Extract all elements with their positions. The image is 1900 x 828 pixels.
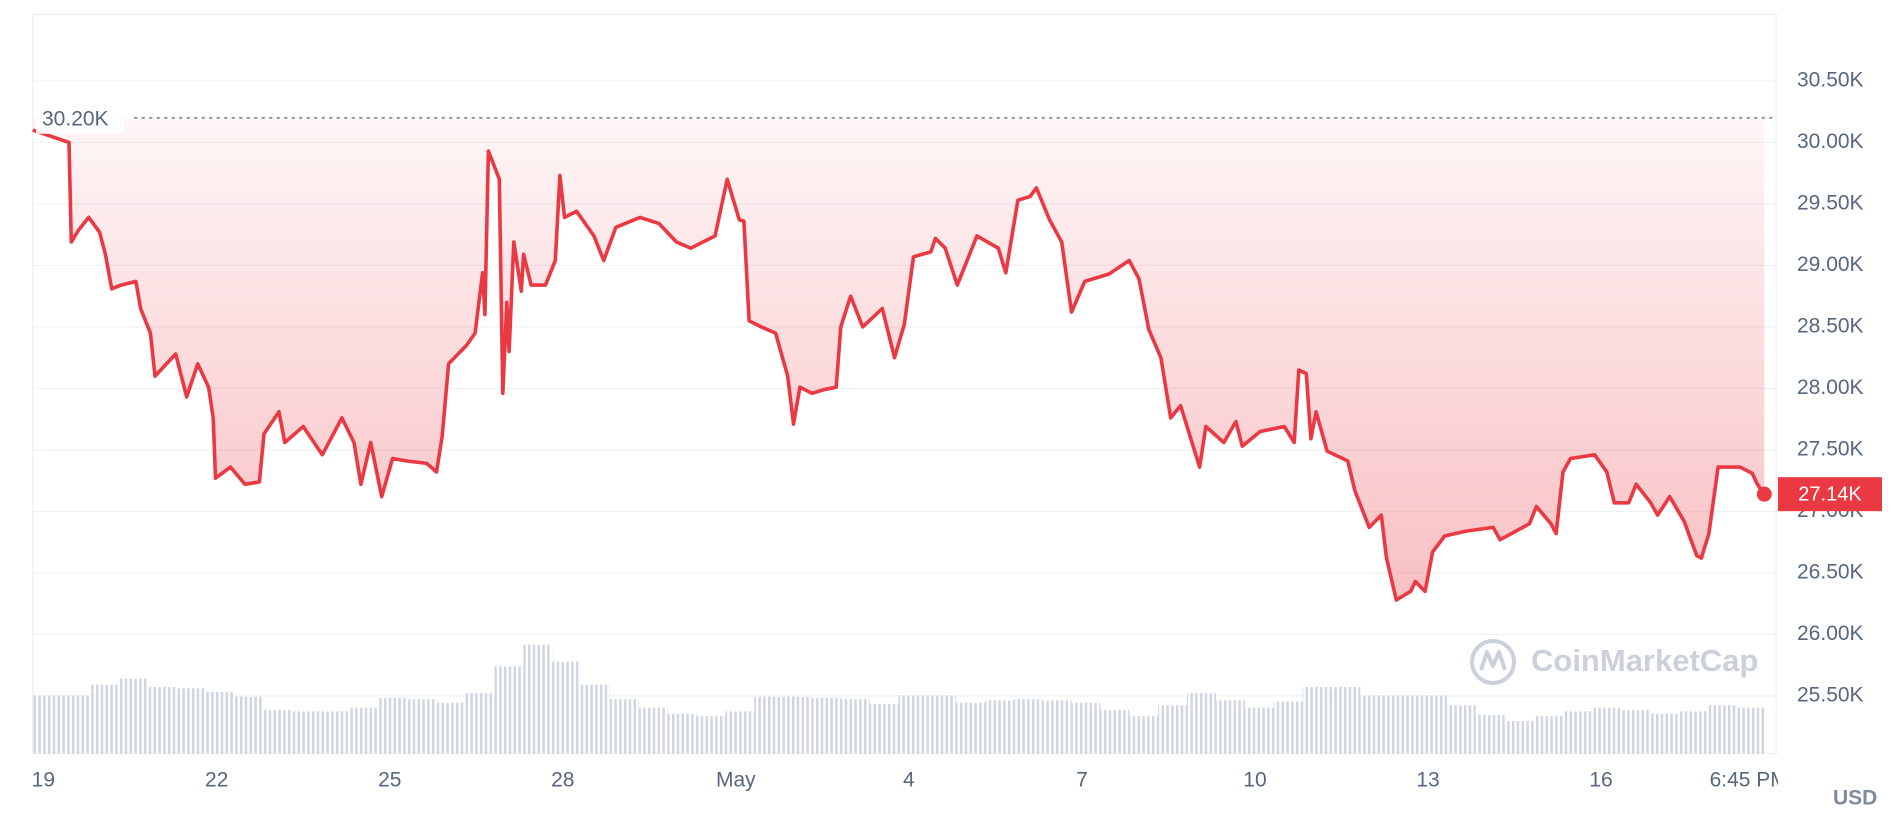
volume-bar <box>1706 705 1736 754</box>
reference-label: 30.20K <box>42 107 109 130</box>
volume-bar <box>1100 710 1130 754</box>
volume-bar <box>1013 699 1043 754</box>
watermark: CoinMarketCap <box>1470 639 1758 685</box>
volume-bar <box>292 711 322 754</box>
volume-bar <box>927 695 957 754</box>
volume-bar <box>1619 710 1649 754</box>
volume-bar <box>696 716 726 754</box>
volume-bar <box>1129 716 1159 754</box>
volume-bar <box>1244 707 1274 754</box>
volume-bar <box>205 691 235 754</box>
watermark-logo <box>1470 639 1516 685</box>
volume-bar <box>379 697 408 754</box>
volume-bar <box>494 666 524 754</box>
volume-bar <box>119 678 149 754</box>
last-point <box>1756 486 1772 502</box>
volume-bar <box>263 710 293 754</box>
x-tick-label: 28 <box>551 769 574 792</box>
y-tick-label: 28.00K <box>1797 376 1864 399</box>
watermark-logo-mark <box>1479 650 1507 671</box>
volume-bar <box>754 696 784 754</box>
volume-bar <box>1302 687 1332 754</box>
volume-bar <box>667 713 697 754</box>
volume-bar <box>350 707 380 754</box>
volume-bar <box>234 696 264 754</box>
volume-bar <box>869 704 899 754</box>
volume-bar <box>898 695 928 754</box>
volume-bar <box>1273 701 1303 754</box>
y-tick-label: 30.00K <box>1797 130 1864 153</box>
volume-bar <box>1042 700 1072 754</box>
volume-bar <box>148 687 177 754</box>
y-unit: USD <box>1833 787 1877 810</box>
volume-bar <box>321 711 351 754</box>
volume-bar <box>783 696 812 754</box>
y-tick-label: 27.50K <box>1797 437 1864 460</box>
y-tick-label: 29.00K <box>1797 253 1864 276</box>
x-tick-label: 4 <box>903 769 915 792</box>
last-price-label: 27.14K <box>1798 483 1862 505</box>
price-line <box>32 128 1766 602</box>
volume-bar <box>609 699 639 754</box>
volume-bar <box>1475 714 1505 754</box>
y-tick-label: 30.50K <box>1797 68 1864 91</box>
watermark-text: CoinMarketCap <box>1531 643 1758 678</box>
volume-bar <box>61 695 91 754</box>
reference-label-bg <box>36 101 124 134</box>
volume-bar <box>523 644 553 754</box>
last-price-tag <box>1778 477 1882 512</box>
x-tick-label: 6:45 PM <box>1710 769 1788 792</box>
volume-bar <box>581 684 610 754</box>
volume-bar <box>1417 695 1447 754</box>
volume-bar <box>811 697 841 754</box>
price-area <box>32 117 1765 601</box>
volume-bar <box>1071 702 1101 754</box>
volume-bar <box>1187 693 1216 754</box>
volume-bar <box>1446 705 1476 754</box>
volume-bar <box>1562 711 1592 754</box>
volume-bar <box>1735 707 1765 754</box>
x-tick-label: 19 <box>32 769 55 792</box>
volume-bar <box>1677 711 1707 754</box>
x-tick-label: 16 <box>1589 769 1612 792</box>
volume-bar <box>956 702 986 754</box>
volume-bar <box>407 699 437 754</box>
x-tick-label: May <box>716 769 756 792</box>
volume-bar <box>725 711 755 754</box>
x-tick-label: 10 <box>1243 769 1266 792</box>
volume-bar <box>1648 713 1678 754</box>
volume-bar <box>985 700 1014 754</box>
volume-bar <box>1215 700 1245 754</box>
volume-bar <box>1158 705 1188 754</box>
volume-bar <box>90 684 120 754</box>
x-tick-label: 22 <box>205 769 228 792</box>
x-tick-label: 7 <box>1076 769 1088 792</box>
x-axis: 19 22 25 28 May 4 7 10 13 16 6:45 PM <box>32 769 1788 792</box>
volume-bar <box>1504 720 1534 754</box>
volume-bar <box>1360 695 1390 754</box>
volume-bar <box>32 695 62 754</box>
y-tick-label: 26.00K <box>1797 622 1864 645</box>
volume-bar <box>638 707 668 754</box>
x-tick-label: 13 <box>1416 769 1439 792</box>
volume-bar <box>436 702 466 754</box>
volume-bar <box>840 699 870 754</box>
volume-bar <box>552 661 582 754</box>
y-tick-label: 28.50K <box>1797 314 1864 337</box>
volume-bar <box>1533 716 1563 754</box>
x-tick-label: 25 <box>378 769 401 792</box>
volume-bar <box>1591 707 1620 754</box>
y-tick-label: 26.50K <box>1797 560 1864 583</box>
volume-bar <box>465 693 495 754</box>
volume-bar <box>176 688 206 754</box>
y-tick-label: 25.50K <box>1797 683 1864 706</box>
volume-bar <box>1389 695 1418 754</box>
volume-bar <box>1331 687 1361 754</box>
y-tick-label: 29.50K <box>1797 191 1864 214</box>
